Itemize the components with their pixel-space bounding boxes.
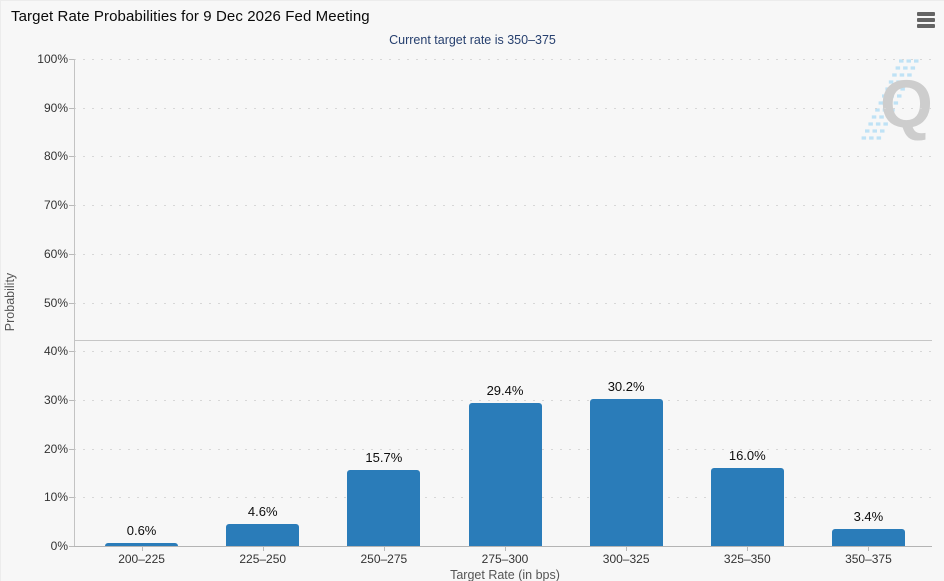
bar-value-label: 30.2% — [607, 378, 645, 394]
quikstrike-watermark-icon: Q — [861, 59, 933, 142]
x-tick-mark — [141, 547, 143, 551]
y-tick-mark — [69, 59, 74, 60]
hamburger-icon — [917, 24, 935, 28]
x-tick-mark — [383, 547, 385, 551]
y-tick-label: 60% — [43, 246, 68, 261]
y-gridline — [74, 59, 932, 60]
y-tick-label: 50% — [43, 295, 68, 310]
y-tick-mark — [69, 351, 74, 353]
y-gridline — [74, 156, 932, 158]
bar-value-label: 15.7% — [365, 449, 403, 465]
probability-bar[interactable] — [347, 469, 421, 546]
y-tick-label: 30% — [43, 392, 68, 407]
x-tick-label: 325–350 — [723, 552, 771, 566]
bar-value-label: 29.4% — [486, 382, 524, 398]
y-gridline — [74, 205, 932, 207]
bar-value-label: 3.4% — [853, 509, 884, 525]
y-tick-label: 70% — [43, 198, 68, 213]
y-tick-mark — [69, 253, 74, 255]
probability-bar[interactable] — [226, 523, 300, 546]
y-tick-mark — [69, 546, 74, 547]
probability-bar[interactable] — [105, 543, 179, 546]
x-axis-line — [74, 546, 932, 547]
y-tick-mark — [69, 302, 74, 304]
y-tick-mark — [69, 205, 74, 207]
svg-text:Q: Q — [880, 66, 933, 142]
x-tick-mark — [262, 547, 264, 551]
y-tick-label: 100% — [37, 52, 68, 66]
x-tick-mark — [626, 547, 628, 551]
y-tick-label: 20% — [43, 441, 68, 456]
chart-title: Target Rate Probabilities for 9 Dec 2026… — [11, 8, 370, 25]
bar-value-label: 4.6% — [247, 503, 278, 519]
x-tick-label: 200–225 — [118, 552, 165, 566]
x-tick-mark — [505, 547, 506, 551]
probability-bar[interactable] — [831, 529, 905, 546]
probability-bar[interactable] — [468, 402, 542, 546]
y-tick-mark — [69, 399, 74, 401]
y-tick-mark — [69, 448, 74, 450]
bar-value-label: 16.0% — [728, 448, 766, 464]
y-tick-label: 80% — [43, 149, 68, 164]
y-gridline — [74, 253, 932, 255]
y-axis-line — [74, 59, 75, 546]
probability-bar[interactable] — [710, 468, 784, 546]
hamburger-icon — [917, 18, 935, 22]
y-gridline — [74, 302, 932, 304]
x-tick-label: 225–250 — [239, 552, 287, 566]
x-axis-title: Target Rate (in bps) — [450, 568, 560, 581]
reference-line — [74, 339, 932, 341]
x-tick-label: 275–300 — [481, 552, 529, 566]
probability-bar[interactable] — [589, 398, 663, 546]
y-tick-label: 40% — [43, 344, 68, 359]
y-gridline — [74, 351, 932, 353]
y-gridline — [74, 107, 932, 109]
x-tick-label: 350–375 — [845, 552, 892, 566]
hamburger-icon — [917, 12, 935, 16]
x-tick-mark — [747, 547, 749, 551]
y-axis-title: Probability — [3, 272, 17, 332]
menu-button[interactable] — [917, 10, 937, 30]
bar-value-label: 0.6% — [126, 523, 157, 539]
y-tick-label: 90% — [43, 100, 68, 115]
y-gridline — [74, 399, 932, 401]
y-tick-label: 10% — [43, 490, 68, 505]
y-tick-mark — [69, 156, 74, 158]
x-tick-mark — [868, 547, 870, 551]
x-tick-label: 250–275 — [360, 552, 408, 566]
x-tick-label: 300–325 — [602, 552, 650, 566]
y-tick-mark — [69, 107, 74, 109]
y-tick-label: 0% — [50, 539, 68, 553]
current-target-rate-subtitle: Current target rate is 350–375 — [389, 33, 556, 47]
y-tick-mark — [69, 497, 74, 499]
